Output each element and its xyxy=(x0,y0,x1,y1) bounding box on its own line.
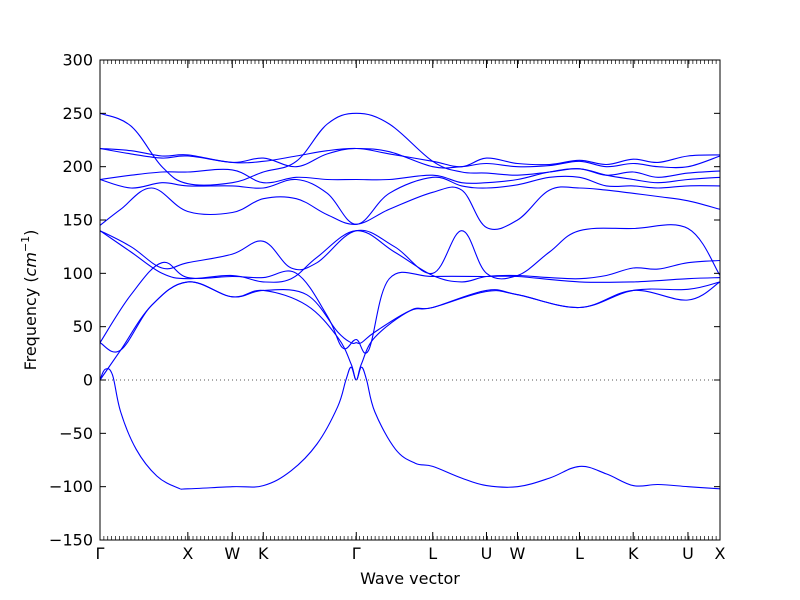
y-axis-label-unit: cm xyxy=(21,252,40,276)
band-line-10 xyxy=(99,147,721,169)
y-axis-label-exponent: −1 xyxy=(19,236,32,252)
y-tick-label: −100 xyxy=(49,477,93,496)
y-tick-label: 0 xyxy=(83,371,93,390)
x-tick-label: K xyxy=(628,544,639,563)
x-tick-label: U xyxy=(481,544,493,563)
x-minor-ticks xyxy=(99,60,721,540)
band-line-2 xyxy=(99,281,721,381)
y-tick-label: 100 xyxy=(62,264,93,283)
y-tick-label: −150 xyxy=(49,531,93,550)
x-tick-label: W xyxy=(510,544,526,563)
band-line-7 xyxy=(99,186,721,231)
x-axis-label: Wave vector xyxy=(360,569,460,588)
plot-frame xyxy=(99,59,721,541)
x-tick-label: W xyxy=(224,544,240,563)
y-tick-label: 250 xyxy=(62,104,93,123)
x-tick-label: K xyxy=(258,544,269,563)
y-tick-label: 300 xyxy=(62,51,93,70)
band-line-3 xyxy=(99,281,721,353)
x-tick-label: Γ xyxy=(352,544,361,563)
band-line-5 xyxy=(99,230,721,283)
x-tick-label: U xyxy=(682,544,694,563)
y-tick-label: 50 xyxy=(73,317,93,336)
x-tick-label: X xyxy=(182,544,193,563)
x-tick-label: L xyxy=(575,544,584,563)
y-axis-label-text: Frequency ( xyxy=(21,276,40,370)
band-line-9 xyxy=(99,168,721,184)
x-tick-label: Γ xyxy=(96,544,105,563)
band-line-8 xyxy=(99,175,721,225)
band-line-12 xyxy=(99,112,721,186)
y-axis-label-close: ) xyxy=(21,230,40,236)
band-line-6 xyxy=(99,224,721,280)
band-line-1 xyxy=(99,366,721,490)
y-axis-label: Frequency (cm−1) xyxy=(19,230,40,371)
y-tick-label: −50 xyxy=(59,424,93,443)
band-line-4 xyxy=(99,261,721,354)
x-tick-label: X xyxy=(715,544,726,563)
x-tick-label: L xyxy=(428,544,437,563)
y-tick-label: 150 xyxy=(62,211,93,230)
y-tick-label: 200 xyxy=(62,157,93,176)
y-axis-ticks: −150 −100 −50 0 50 100 150 200 250 300 xyxy=(49,51,720,550)
band-lines xyxy=(99,112,721,490)
